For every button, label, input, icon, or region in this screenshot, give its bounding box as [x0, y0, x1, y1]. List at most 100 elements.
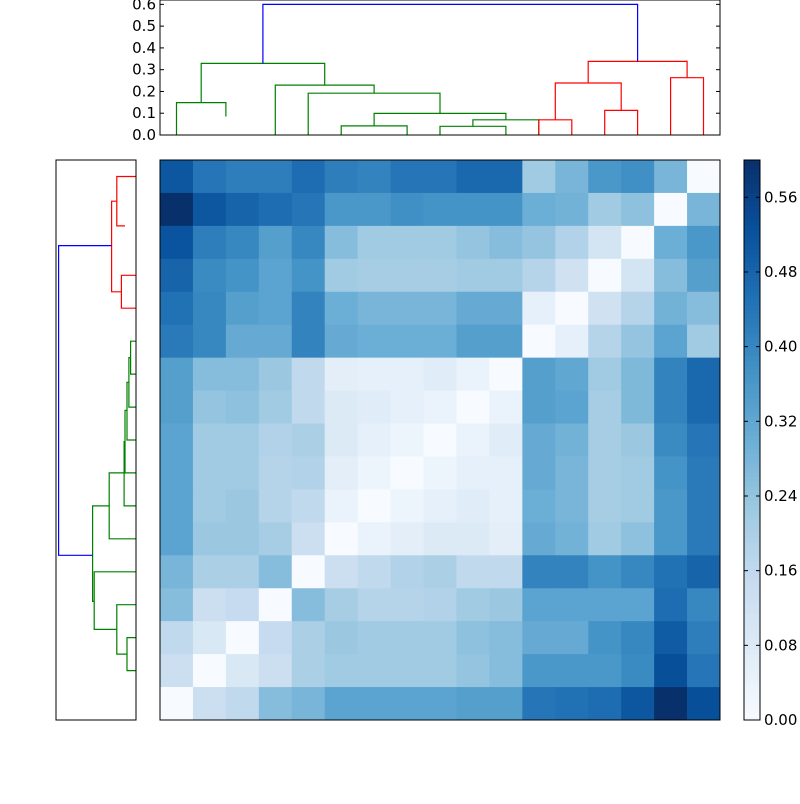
- colorbar-segment: [744, 281, 760, 287]
- heatmap-cell: [225, 456, 260, 490]
- heatmap-cell: [588, 324, 622, 359]
- heatmap-cell: [423, 555, 457, 589]
- top-dendrogram-link: [274, 84, 375, 135]
- top-dendrogram-link: [200, 62, 326, 103]
- heatmap-cell: [390, 555, 424, 589]
- colorbar-segment: [744, 211, 760, 217]
- heatmap-cell: [324, 654, 359, 688]
- heatmap-cell: [160, 192, 194, 227]
- heatmap-cell: [456, 258, 490, 293]
- heatmap-cell: [522, 160, 556, 194]
- top-dendrogram-frame: [159, 0, 721, 136]
- heatmap-cell: [621, 588, 655, 622]
- colorbar-segment: [744, 468, 760, 474]
- heatmap-cell: [258, 324, 293, 359]
- heatmap-cell: [621, 390, 655, 424]
- heatmap-cell: [390, 489, 424, 523]
- heatmap-cell: [654, 456, 688, 490]
- heatmap-cell: [588, 423, 622, 457]
- heatmap-cell: [621, 687, 655, 721]
- colorbar-segment: [744, 388, 760, 394]
- left-dendrogram-link: [58, 245, 112, 556]
- top-dendrogram-link: [587, 60, 688, 83]
- heatmap-cell: [291, 588, 326, 622]
- colorbar-segment: [744, 584, 760, 590]
- colorbar-segment: [744, 248, 760, 254]
- heatmap-cell: [687, 324, 721, 359]
- heatmap-cell: [291, 423, 326, 457]
- heatmap-cell: [225, 489, 260, 523]
- colorbar-segment: [744, 542, 760, 548]
- heatmap-cell: [357, 423, 391, 457]
- heatmap-cell: [160, 324, 194, 359]
- heatmap-cell: [654, 324, 688, 359]
- heatmap-cell: [456, 192, 490, 227]
- left-dendrogram-link: [123, 441, 136, 507]
- heatmap-cell: [423, 160, 457, 194]
- colorbar-segment: [744, 598, 760, 604]
- heatmap-cell: [489, 456, 523, 490]
- colorbar-segment: [744, 430, 760, 436]
- heatmap-cell: [324, 258, 359, 293]
- heatmap-cell: [522, 423, 556, 457]
- heatmap-cell: [291, 291, 326, 326]
- heatmap-cell: [192, 588, 227, 622]
- colorbar-segment: [744, 533, 760, 539]
- heatmap-cell: [423, 390, 457, 424]
- heatmap-cell: [456, 225, 490, 260]
- heatmap-cell: [687, 687, 721, 721]
- colorbar-segment: [744, 435, 760, 441]
- heatmap-cell: [324, 291, 359, 326]
- heatmap-cell: [489, 160, 523, 194]
- heatmap-cell: [160, 522, 194, 556]
- colorbar-segment: [744, 370, 760, 376]
- heatmap-cell: [555, 324, 589, 359]
- heatmap-cell: [324, 555, 359, 589]
- heatmap-cell: [588, 588, 622, 622]
- heatmap-cell: [192, 456, 227, 490]
- heatmap-cell: [291, 522, 326, 556]
- colorbar-tick-label: 0.56: [764, 188, 797, 206]
- colorbar-segment: [744, 379, 760, 385]
- heatmap-cell: [555, 456, 589, 490]
- colorbar-segment: [744, 556, 760, 562]
- heatmap-cell: [291, 489, 326, 523]
- colorbar-segment: [744, 589, 760, 595]
- heatmap-cell: [522, 588, 556, 622]
- top-dendrogram-ytick-label: 0.2: [132, 82, 156, 100]
- heatmap-cell: [555, 192, 589, 227]
- colorbar-segment: [744, 160, 760, 166]
- heatmap-cell: [588, 489, 622, 523]
- heatmap-cell: [489, 588, 523, 622]
- colorbar-segment: [744, 384, 760, 390]
- heatmap-cell: [555, 588, 589, 622]
- heatmap-cell: [357, 225, 391, 260]
- heatmap-cell: [687, 621, 721, 655]
- colorbar-segment: [744, 304, 760, 310]
- colorbar-segment: [744, 174, 760, 180]
- heatmap-cell: [522, 489, 556, 523]
- heatmap-cell: [489, 522, 523, 556]
- heatmap-cell: [456, 522, 490, 556]
- left-dendrogram-link: [130, 340, 136, 375]
- heatmap-cell: [555, 423, 589, 457]
- heatmap-cell: [160, 423, 194, 457]
- colorbar-tick-label: 0.24: [764, 487, 797, 505]
- left-dendrogram-link: [93, 571, 136, 630]
- heatmap-cell: [423, 423, 457, 457]
- heatmap-cell: [588, 258, 622, 293]
- heatmap-cell: [654, 555, 688, 589]
- colorbar-segment: [744, 216, 760, 222]
- colorbar-segment: [744, 514, 760, 520]
- top-dendrogram-link: [538, 119, 573, 135]
- colorbar-segment: [744, 673, 760, 679]
- top-dendrogram-link: [262, 3, 639, 64]
- colorbar-segment: [744, 421, 760, 427]
- heatmap-cell: [192, 489, 227, 523]
- heatmap-cell: [687, 588, 721, 622]
- heatmap: [159, 159, 721, 721]
- heatmap-cell: [192, 324, 227, 359]
- heatmap-cell: [324, 621, 359, 655]
- heatmap-cell: [456, 324, 490, 359]
- colorbar-segment: [744, 561, 760, 567]
